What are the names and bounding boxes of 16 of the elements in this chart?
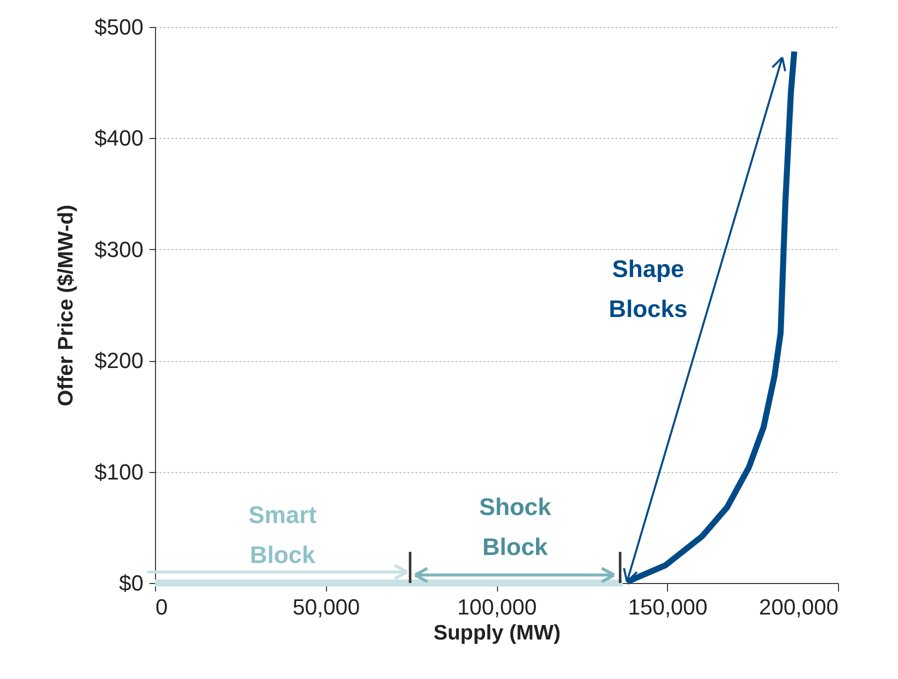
y-axis-title: Offer Price ($/MW-d) xyxy=(54,204,78,406)
annotation: Smart Block xyxy=(248,502,317,569)
x-axis-title: Supply (MW) xyxy=(433,622,561,644)
y-tick-label: $300 xyxy=(94,236,144,262)
y-tick-label: $200 xyxy=(94,348,144,374)
x-tick-label: 0 xyxy=(156,594,168,620)
y-tick-label: $400 xyxy=(94,126,144,151)
annotation: Shape Blocks xyxy=(608,256,688,324)
y-tick-label: $500 xyxy=(94,14,144,40)
x-tick-label: 200,000 xyxy=(758,594,838,620)
y-tick-label: $100 xyxy=(94,459,144,484)
y-tick-label: $0 xyxy=(119,570,144,596)
x-tick-label: 150,000 xyxy=(628,594,708,620)
x-tick-label: 100,000 xyxy=(457,594,537,620)
annotation: Shock Block xyxy=(479,494,552,561)
x-tick-label: 50,000 xyxy=(292,594,360,620)
